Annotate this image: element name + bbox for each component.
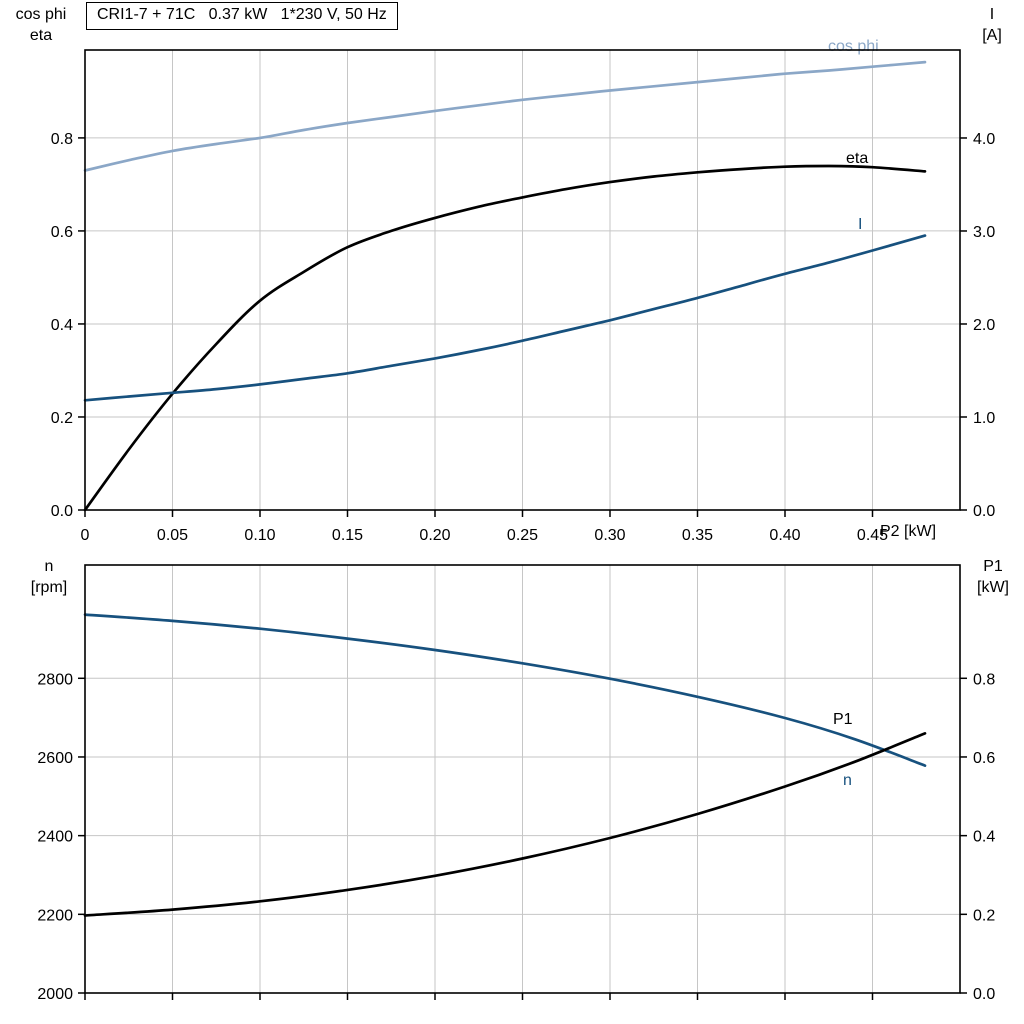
- curve-p1: [83, 732, 927, 917]
- axis-ticks: 0 0.05 0.10 0.15 0.20 0.25 0.30 0.35 0.40 0.45 0.0…: [51, 131, 996, 544]
- x-tick-label: 0.30: [594, 527, 625, 544]
- curve-label-p1: P1: [833, 711, 853, 728]
- chart-0: cos phi eta I 0 0.05 0.10 0.15 0.20 0.25 0.30 0.35…: [51, 38, 996, 544]
- x-tick-label: 0.15: [332, 527, 363, 544]
- curve-i: [83, 234, 927, 402]
- right-tick-label: 0.2: [973, 907, 995, 924]
- axis-label-cosphi: cos phi: [15, 6, 67, 23]
- curve-n: [83, 613, 927, 767]
- left-tick-label: 2800: [37, 671, 73, 688]
- chart-title: CRI1-7 + 71C 0.37 kW 1*230 V, 50 Hz: [86, 2, 398, 30]
- gridlines: [85, 565, 960, 993]
- left-tick-label: 0.4: [51, 317, 73, 334]
- right-tick-label: 0.4: [973, 829, 995, 846]
- left-tick-label: 0.0: [51, 503, 73, 520]
- gridlines: [85, 50, 960, 510]
- x-tick-label: 0.35: [682, 527, 713, 544]
- right-tick-label: 2.0: [973, 317, 995, 334]
- left-tick-label: 2400: [37, 829, 73, 846]
- curve-cos-phi: [83, 60, 927, 172]
- right-tick-label: 4.0: [973, 131, 995, 148]
- axis-label-current: I [A]: [964, 4, 1020, 46]
- x-tick-label: 0.25: [507, 527, 538, 544]
- x-axis-label: P2 [kW]: [880, 523, 937, 540]
- x-tick-label: 0: [81, 527, 90, 544]
- left-tick-label: 0.2: [51, 410, 73, 427]
- axis-label-speed: n [rpm]: [16, 556, 82, 598]
- right-tick-label: 0.0: [973, 986, 995, 1003]
- axis-label-n-unit: [rpm]: [30, 579, 68, 596]
- curve-label-eta: eta: [846, 150, 868, 167]
- x-tick-label: 0.40: [769, 527, 800, 544]
- axis-label-power-in: P1 [kW]: [964, 556, 1022, 598]
- axis-label-I: I: [989, 6, 995, 23]
- axis-label-P1: P1: [983, 558, 1003, 575]
- left-tick-label: 0.8: [51, 131, 73, 148]
- curve-label-n: n: [843, 772, 852, 789]
- right-tick-label: 0.8: [973, 671, 995, 688]
- chart-1: n P1 2000 2200 2400 2600 2800 0.0 0.2 0.4 0.6 0.8: [37, 564, 995, 1003]
- curve-label-cos-phi: cos phi: [828, 38, 879, 55]
- x-tick-label: 0.10: [244, 527, 275, 544]
- axis-label-I-unit: [A]: [982, 27, 1002, 44]
- axis-ticks: 2000 2200 2400 2600 2800 0.0 0.2 0.4 0.6 0.8: [37, 671, 995, 1003]
- left-tick-label: 2000: [37, 986, 73, 1003]
- right-tick-label: 1.0: [973, 410, 995, 427]
- axis-label-eta: eta: [29, 27, 53, 44]
- x-tick-label: 0.45: [857, 527, 888, 544]
- x-tick-label: 0.05: [157, 527, 188, 544]
- right-tick-label: 0.6: [973, 750, 995, 767]
- curve-label-i: I: [858, 216, 862, 233]
- curve-eta: [83, 164, 927, 512]
- right-tick-label: 0.0: [973, 503, 995, 520]
- x-tick-label: 0.20: [419, 527, 450, 544]
- right-tick-label: 3.0: [973, 224, 995, 241]
- left-tick-label: 0.6: [51, 224, 73, 241]
- axis-label-P1-unit: [kW]: [977, 579, 1009, 596]
- axis-label-cosphi-eta: cos phi eta: [2, 4, 80, 46]
- axis-label-n: n: [44, 558, 54, 575]
- left-tick-label: 2600: [37, 750, 73, 767]
- left-tick-label: 2200: [37, 907, 73, 924]
